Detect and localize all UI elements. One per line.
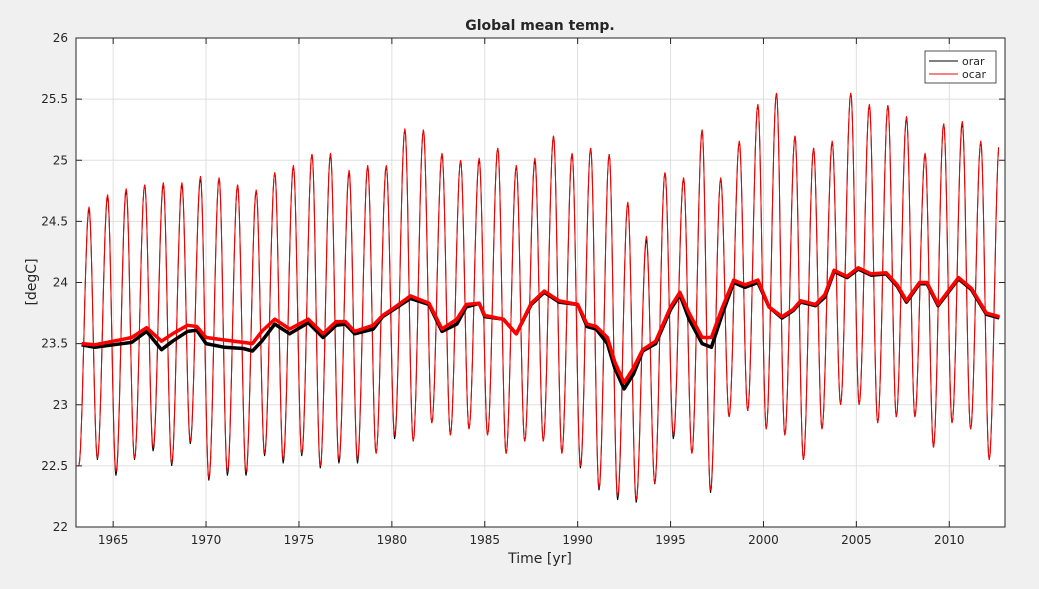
chart-title: Global mean temp. bbox=[465, 18, 615, 34]
x-tick-label: 1990 bbox=[562, 533, 593, 547]
y-axis-label: [degC] bbox=[24, 258, 40, 305]
ticks: 1965 1970 1975 1980 1985 1990 1995 2000 2005 2010… bbox=[41, 31, 1005, 547]
x-tick-label: 1970 bbox=[191, 533, 222, 547]
x-tick-label: 1995 bbox=[655, 533, 686, 547]
legend[interactable]: orar ocar bbox=[924, 50, 997, 84]
x-axis-label: Time [yr] bbox=[507, 551, 572, 567]
y-tick-label: 23 bbox=[53, 398, 68, 412]
x-tick-label: 1965 bbox=[98, 533, 129, 547]
legend-label-ocar: ocar bbox=[962, 68, 987, 81]
y-tick-label: 22 bbox=[53, 520, 68, 534]
y-tick-label: 24.5 bbox=[41, 214, 68, 228]
y-tick-label: 24 bbox=[53, 276, 68, 290]
y-tick-label: 25.5 bbox=[41, 92, 68, 106]
legend-box bbox=[924, 50, 997, 84]
x-tick-label: 2000 bbox=[748, 533, 779, 547]
x-tick-label: 1980 bbox=[377, 533, 408, 547]
series-ocar-monthly bbox=[78, 92, 1000, 501]
legend-label-orar: orar bbox=[962, 55, 985, 68]
series-ocar-running-mean bbox=[81, 266, 1000, 385]
plot-series bbox=[78, 92, 1000, 503]
x-tick-label: 1975 bbox=[284, 533, 315, 547]
y-tick-label: 25 bbox=[53, 153, 68, 167]
x-tick-label: 1985 bbox=[469, 533, 500, 547]
x-tick-label: 2005 bbox=[841, 533, 872, 547]
y-tick-label: 26 bbox=[53, 31, 68, 45]
y-tick-label: 22.5 bbox=[41, 459, 68, 473]
y-tick-label: 23.5 bbox=[41, 337, 68, 351]
x-tick-label: 2010 bbox=[934, 533, 965, 547]
